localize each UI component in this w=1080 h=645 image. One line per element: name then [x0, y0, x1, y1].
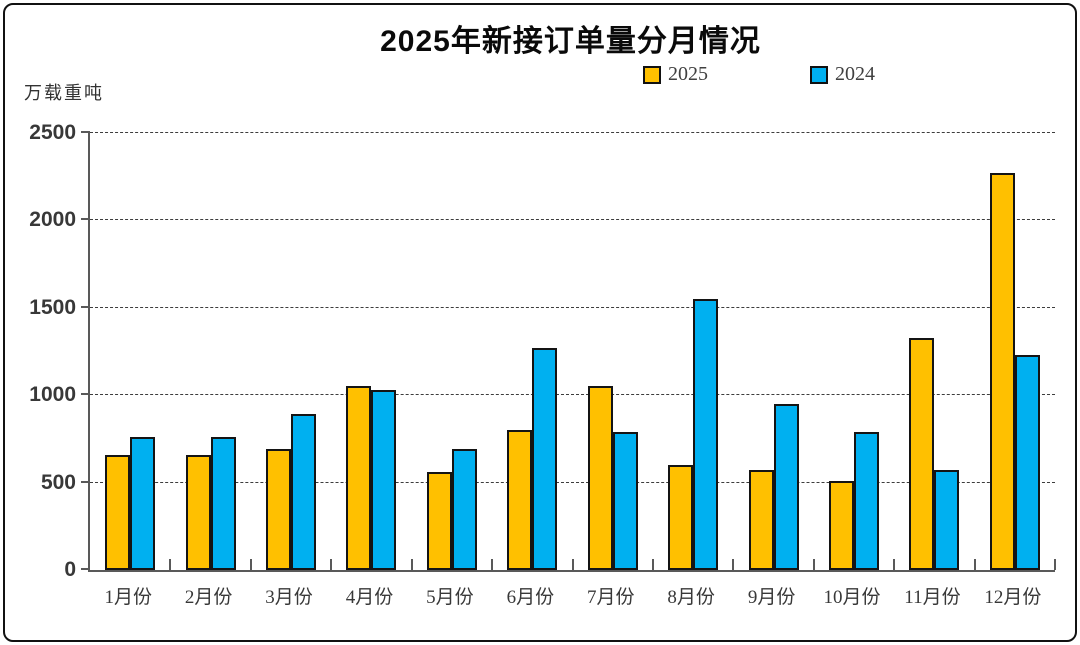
y-tick-label-1500: 1500: [29, 295, 76, 319]
bar-group-2月份: [170, 133, 250, 570]
y-tick-2500: [81, 131, 90, 133]
bar-2025-7月份: [587, 386, 613, 570]
bar-2025-1月份: [105, 454, 131, 570]
bar-group-9月份: [733, 133, 813, 570]
x-tick-8: [732, 559, 735, 570]
x-label-12月份: 12月份: [984, 587, 1042, 608]
x-tick-5: [491, 559, 494, 570]
x-label-8月份: 8月份: [667, 587, 715, 608]
x-tick-4: [410, 559, 413, 570]
x-tick-12: [1054, 559, 1056, 570]
y-tick-0: [81, 568, 90, 570]
bar-2024-9月份: [773, 403, 799, 570]
x-tick-1: [169, 559, 172, 570]
bar-2025-2月份: [185, 454, 211, 570]
x-tick-9: [812, 559, 815, 570]
x-tick-2: [249, 559, 252, 570]
bar-2024-4月份: [371, 389, 397, 570]
bar-group-1月份: [90, 133, 170, 570]
plot-area: [81, 131, 1056, 572]
bar-group-6月份: [492, 133, 572, 570]
bar-groups: [90, 133, 1055, 570]
y-tick-label-2000: 2000: [29, 208, 76, 232]
bar-2024-7月份: [612, 431, 638, 570]
y-tick-500: [81, 480, 90, 483]
x-label-2月份: 2月份: [184, 587, 233, 608]
y-axis-unit-label: 万载重吨: [24, 83, 104, 103]
bar-group-3月份: [251, 133, 331, 570]
x-label-7月份: 7月份: [586, 587, 635, 608]
x-tick-7: [651, 559, 654, 570]
x-label-11月份: 11月份: [904, 587, 961, 608]
y-tick-2000: [81, 218, 90, 221]
x-tick-3: [330, 559, 333, 570]
y-axis-tick-labels: 0 500 1000 1500 2000 2500: [0, 121, 80, 581]
bar-2024-3月份: [291, 414, 317, 570]
bar-group-11月份: [894, 133, 974, 570]
y-tick-label-2500: 2500: [29, 121, 76, 144]
bar-2024-8月份: [693, 299, 719, 570]
x-tick-11: [973, 559, 976, 570]
bar-group-8月份: [653, 133, 733, 570]
bar-2024-2月份: [210, 437, 236, 570]
bar-2025-9月份: [748, 470, 774, 570]
y-tick-1000: [81, 393, 90, 396]
legend-swatch-2025: [643, 65, 661, 84]
bar-2024-11月份: [934, 470, 960, 570]
bar-group-5月份: [412, 133, 492, 570]
bar-2024-10月份: [854, 431, 879, 570]
gridline-1000: [90, 394, 1055, 396]
bar-2025-6月份: [507, 430, 533, 570]
bar-2024-5月份: [451, 449, 477, 570]
bar-2024-6月份: [532, 348, 558, 570]
bar-2025-10月份: [829, 480, 854, 570]
x-axis-category-labels: 1月份 2月份 3月份 4月份 5月份 6月份 7月份 8月份 9月份 10月份 11月份 12月份: [88, 582, 1053, 612]
y-tick-1500: [81, 305, 90, 308]
x-tick-6: [571, 559, 574, 570]
bar-group-12月份: [975, 133, 1055, 570]
bar-2024-12月份: [1014, 355, 1040, 570]
x-label-4月份: 4月份: [345, 587, 394, 608]
x-label-10月份: 10月份: [823, 587, 881, 608]
bar-group-10月份: [814, 133, 894, 570]
bar-2025-11月份: [909, 337, 935, 570]
bar-group-7月份: [573, 133, 653, 570]
y-tick-label-1000: 1000: [29, 383, 76, 407]
x-label-1月份: 1月份: [104, 587, 152, 608]
gridline-2500: [90, 132, 1055, 133]
bar-2025-4月份: [346, 386, 372, 570]
y-tick-label-0: 0: [64, 558, 76, 581]
legend-label-2024: 2024: [835, 63, 875, 85]
legend-swatch-2024: [810, 65, 828, 84]
bar-2024-1月份: [130, 437, 156, 570]
legend-label-2025: 2025: [668, 63, 708, 85]
gridline-2000: [90, 219, 1055, 221]
bar-2025-8月份: [668, 465, 694, 570]
gridline-1500: [90, 306, 1055, 308]
chart-title: 2025年新接订单量分月情况: [380, 25, 761, 58]
x-label-9月份: 9月份: [747, 587, 796, 608]
gridline-500: [90, 481, 1055, 483]
legend-item-2025: 2025: [643, 63, 708, 86]
bar-2025-12月份: [989, 173, 1015, 570]
legend-item-2024: 2024: [810, 63, 875, 86]
y-tick-label-500: 500: [40, 470, 76, 494]
legend: 2025 2024: [0, 63, 1080, 87]
x-label-3月份: 3月份: [265, 587, 313, 608]
bar-group-4月份: [331, 133, 411, 570]
bar-2025-3月份: [266, 449, 292, 570]
x-label-5月份: 5月份: [426, 587, 474, 608]
x-label-6月份: 6月份: [506, 587, 555, 608]
x-tick-10: [893, 559, 896, 570]
bar-2025-5月份: [426, 472, 452, 570]
